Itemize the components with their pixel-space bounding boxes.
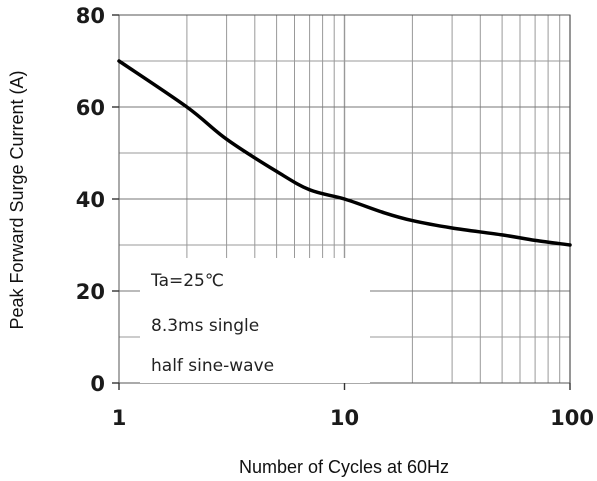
annotation-box — [140, 258, 370, 383]
y-tick-label: 40 — [76, 188, 105, 212]
y-axis-title: Peak Forward Surge Current (A) — [7, 70, 27, 329]
x-tick-label: 1 — [112, 406, 127, 430]
annotation-temperature: Ta=25℃ — [150, 271, 224, 291]
y-tick-label: 20 — [76, 280, 105, 304]
annotation-waveform: half sine-wave — [151, 356, 274, 376]
axis-ticks — [112, 14, 571, 390]
x-tick-label: 100 — [550, 406, 594, 430]
y-tick-label: 60 — [76, 96, 105, 120]
y-tick-label: 0 — [90, 372, 105, 396]
annotation-pulse-width: 8.3ms single — [151, 316, 259, 336]
x-tick-label: 10 — [330, 406, 359, 430]
series-line — [117, 59, 572, 247]
x-axis-title: Number of Cycles at 60Hz — [239, 457, 449, 477]
tick-labels: 0 20 40 60 80 1 10 100 — [76, 4, 594, 430]
grid-lines — [119, 15, 571, 383]
series-layer — [117, 59, 572, 247]
y-tick-label: 80 — [76, 4, 105, 28]
